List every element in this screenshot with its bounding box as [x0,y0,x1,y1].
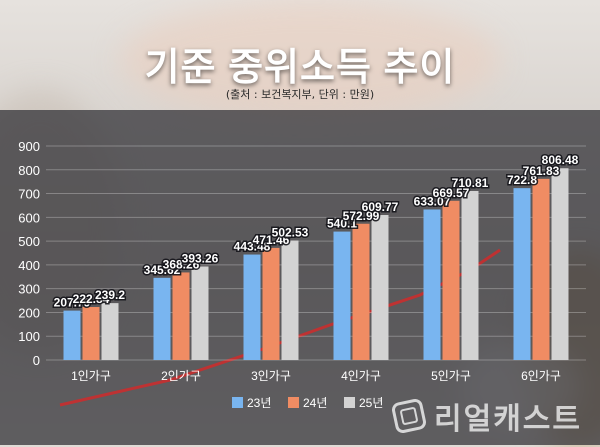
chart-panel [0,110,600,445]
bar [333,231,351,360]
data-label: 222.84 [73,292,110,306]
data-label: 609.77 [362,200,399,214]
y-tick-label: 400 [18,258,40,273]
y-tick-label: 0 [33,353,40,368]
bar [551,168,569,360]
bar [101,303,119,360]
brand-logo: 리얼캐스트 [392,396,592,436]
bar [172,272,190,360]
data-label: 239.2 [95,288,125,302]
brand-icon [392,399,426,433]
bar [63,310,81,360]
data-label: 540.1 [327,217,357,231]
data-label: 502.53 [272,226,309,240]
bar [513,188,531,360]
data-label: 710.81 [452,176,489,190]
bar [153,277,171,360]
bar [262,247,280,360]
background-hand [120,0,500,120]
bar [532,178,550,360]
brand-name: 리얼캐스트 [434,403,582,436]
bar [243,254,261,360]
x-tick-label: 1인가구 [71,369,111,383]
chart-title: 기준 중위소득 추이 [144,47,456,89]
data-label: 345.62 [144,263,181,277]
legend-swatch [232,397,243,408]
data-label: 806.48 [542,153,579,167]
data-label: 207.79 [54,296,91,310]
y-tick-label: 600 [18,210,40,225]
y-tick-label: 300 [18,282,40,297]
x-tick-label: 4인가구 [341,369,381,383]
legend-label: 24년 [303,396,327,410]
y-tick-label: 100 [18,329,40,344]
x-tick-label: 6인가구 [521,369,561,383]
data-label: 669.57 [433,186,470,200]
y-tick-label: 200 [18,305,40,320]
data-label: 722.8 [507,173,537,187]
bar [423,209,441,360]
y-tick-label: 800 [18,163,40,178]
bar [82,307,100,360]
y-tick-label: 900 [18,139,40,154]
data-label: 368.26 [163,257,200,271]
x-tick-label: 5인가구 [431,369,471,383]
x-tick-label: 2인가구 [161,369,201,383]
data-label: 393.26 [182,251,219,265]
data-label: 471.46 [253,233,290,247]
bar [191,266,209,360]
bar [281,240,299,360]
legend-swatch [344,397,355,408]
y-tick-label: 500 [18,234,40,249]
bar [461,190,479,360]
x-tick-label: 3인가구 [251,369,291,383]
chart-subtitle: (출처 : 보건복지부, 단위 : 만원) [225,88,375,101]
data-label: 761.83 [523,164,560,178]
legend-label: 23년 [247,396,271,410]
bar [352,223,370,360]
data-label: 443.48 [234,240,271,254]
y-tick-label: 700 [18,187,40,202]
data-label: 572.99 [343,209,380,223]
legend-label: 25년 [359,396,383,410]
bar [442,200,460,360]
bar [371,215,389,360]
data-label: 633.07 [414,194,451,208]
legend-swatch [288,397,299,408]
